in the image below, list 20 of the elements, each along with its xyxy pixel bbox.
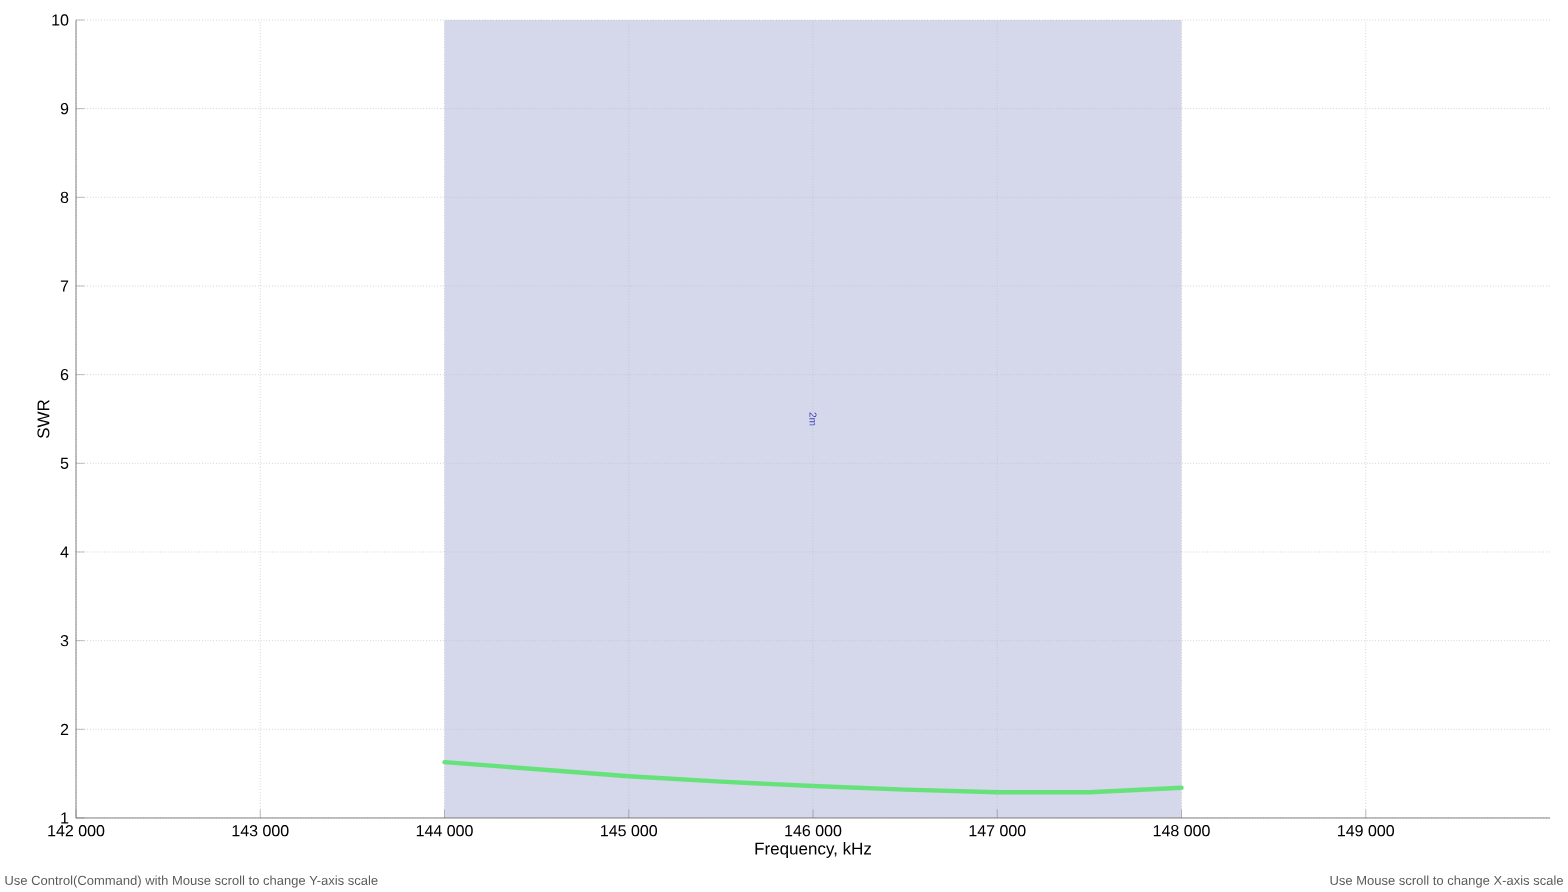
- x-tick-label: 146 000: [785, 825, 842, 837]
- y-tick-label: 7: [60, 280, 69, 292]
- y-tick-label: 3: [60, 634, 69, 647]
- y-tick-label: 8: [60, 191, 69, 203]
- y-tick-label: 6: [60, 368, 69, 381]
- x-axis-title: Frequency, kHz: [755, 842, 872, 858]
- y-tick-label: 2: [60, 723, 69, 735]
- y-tick-label: 5: [60, 457, 69, 469]
- x-tick-label: 147 000: [969, 825, 1026, 837]
- x-tick-label: 145 000: [601, 825, 658, 837]
- y-tick-label: 4: [60, 546, 69, 558]
- x-tick-label: 144 000: [416, 825, 473, 837]
- x-tick-label: 149 000: [1338, 825, 1395, 837]
- x-tick-label: 143 000: [232, 825, 289, 837]
- y-tick-label: 10: [52, 14, 69, 26]
- x-tick-label: 142 000: [48, 825, 105, 837]
- x-tick-label: 148 000: [1153, 825, 1210, 837]
- y-tick-label: 1: [61, 812, 69, 824]
- y-axis-title: SWR: [37, 399, 50, 439]
- y-tick-label: 9: [60, 103, 69, 115]
